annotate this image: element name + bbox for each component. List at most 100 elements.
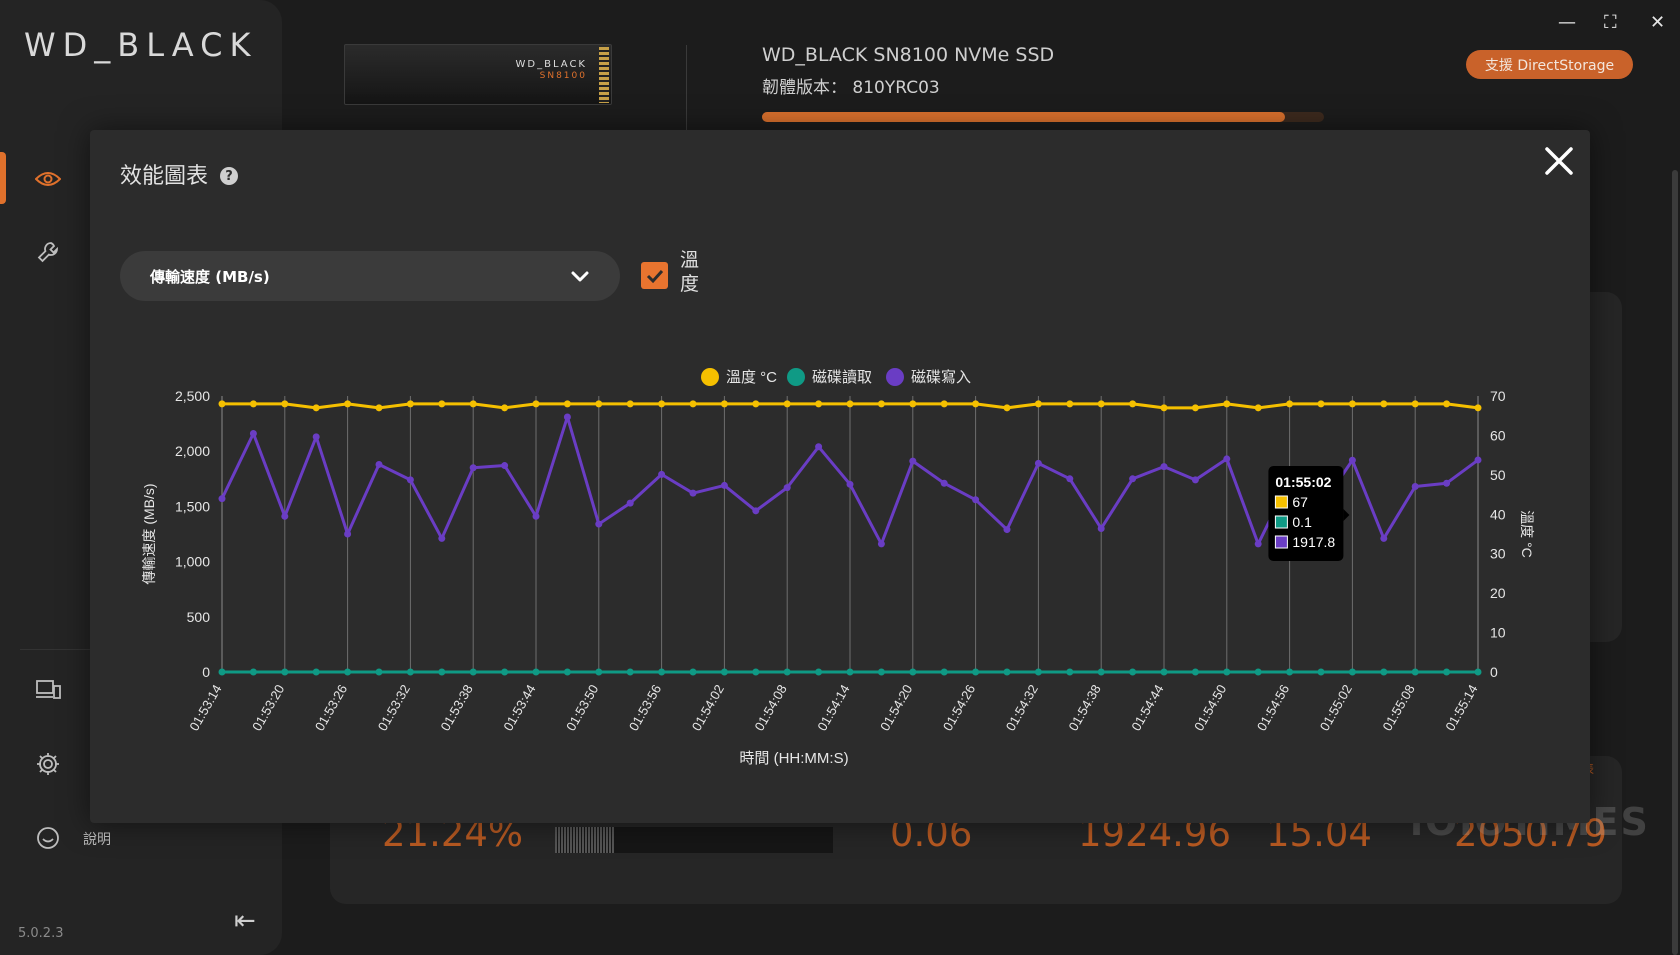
x-tick-label: 01:53:26	[312, 682, 350, 733]
ssd-image-model: SN8100	[539, 71, 587, 81]
data-point	[375, 460, 383, 468]
scrollbar[interactable]	[1672, 170, 1678, 955]
y2-tick-label: 40	[1490, 506, 1506, 522]
data-point	[1066, 668, 1074, 676]
data-point	[689, 489, 697, 497]
gear-icon[interactable]	[34, 750, 62, 778]
data-point	[846, 480, 854, 488]
header-divider	[686, 45, 687, 130]
data-point	[972, 668, 980, 676]
data-point	[940, 400, 948, 408]
x-tick-label: 01:53:56	[626, 682, 664, 733]
directstorage-badge[interactable]: 支援 DirectStorage	[1466, 50, 1633, 79]
data-point	[1254, 404, 1262, 412]
data-point	[218, 400, 226, 408]
tooltip-swatch	[1274, 515, 1288, 529]
data-point	[312, 404, 320, 412]
data-point	[689, 400, 697, 408]
data-point	[469, 668, 477, 676]
x-tick-label: 01:54:02	[689, 682, 727, 733]
data-point	[1223, 400, 1231, 408]
x-tick-label: 01:54:32	[1003, 682, 1041, 733]
data-point	[1317, 400, 1325, 408]
data-point	[1191, 668, 1199, 676]
data-point	[846, 400, 854, 408]
window-close-button[interactable]: ✕	[1650, 12, 1666, 33]
y-tick-label: 1,000	[175, 554, 210, 570]
x-tick-label: 01:54:38	[1066, 682, 1104, 733]
maximize-button[interactable]: ⛶	[1604, 12, 1617, 33]
data-point	[752, 668, 760, 676]
data-point	[1160, 404, 1168, 412]
metric-select[interactable]: 傳輸速度 (MB/s)	[120, 251, 620, 301]
x-tick-label: 01:55:02	[1317, 682, 1355, 733]
legend-label: 溫度 °C	[726, 369, 777, 386]
wrench-icon[interactable]	[34, 238, 62, 266]
data-point	[469, 400, 477, 408]
help-chat-icon[interactable]	[34, 824, 62, 852]
app-version: 5.0.2.3	[18, 926, 64, 941]
data-point	[658, 668, 666, 676]
tooltip-value: 1917.8	[1292, 534, 1335, 550]
ssd-product-image: WD_BLACK SN8100	[344, 44, 612, 105]
question-icon[interactable]: ?	[220, 167, 238, 185]
data-point	[1003, 526, 1011, 534]
y2-tick-label: 30	[1490, 546, 1506, 562]
x-tick-label: 01:55:14	[1442, 682, 1480, 733]
x-tick-label: 01:54:20	[877, 682, 915, 733]
data-point	[1348, 456, 1356, 464]
temperature-checkbox-label[interactable]: 溫度	[680, 249, 700, 295]
x-tick-label: 01:53:50	[563, 682, 601, 733]
data-point	[501, 462, 509, 470]
data-point	[1474, 404, 1482, 412]
data-point	[1474, 668, 1482, 676]
data-point	[595, 668, 603, 676]
temperature-checkbox[interactable]	[641, 262, 668, 289]
x-tick-label: 01:54:08	[752, 682, 790, 733]
data-point	[972, 400, 980, 408]
collapse-sidebar-icon[interactable]: ⇤	[234, 906, 256, 936]
data-point	[1286, 668, 1294, 676]
sidebar-item-help-label[interactable]: 說明	[83, 832, 111, 848]
data-point	[940, 668, 948, 676]
firmware-version: 韌體版本： 810YRC03	[762, 78, 940, 98]
legend-label: 磁碟讀取	[812, 369, 872, 386]
minimize-button[interactable]: —	[1558, 12, 1576, 33]
data-point	[1254, 540, 1262, 548]
y-tick-label: 1,500	[175, 498, 210, 514]
data-point	[595, 400, 603, 408]
data-point	[406, 668, 414, 676]
data-point	[1317, 668, 1325, 676]
data-point	[846, 668, 854, 676]
data-point	[1191, 476, 1199, 484]
tooltip-swatch	[1274, 495, 1288, 509]
data-point	[783, 400, 791, 408]
modal-close-button[interactable]	[1542, 144, 1576, 178]
tooltip-value: 0.1	[1292, 514, 1312, 530]
data-point	[344, 668, 352, 676]
data-point	[1034, 400, 1042, 408]
wd-black-logo: WD_BLACK	[24, 26, 258, 64]
x-tick-label: 01:53:38	[438, 682, 476, 733]
data-point	[1348, 668, 1356, 676]
data-point	[406, 400, 414, 408]
data-point	[469, 464, 477, 472]
data-point	[532, 512, 540, 520]
data-point	[249, 400, 257, 408]
legend-label: 磁碟寫入	[911, 368, 971, 386]
data-point	[1443, 479, 1451, 487]
data-point	[1380, 534, 1388, 542]
data-point	[563, 668, 571, 676]
x-tick-label: 01:54:14	[814, 682, 852, 733]
data-point	[815, 443, 823, 451]
y2-tick-label: 70	[1490, 388, 1506, 404]
data-point	[752, 400, 760, 408]
eye-icon[interactable]	[34, 165, 62, 193]
data-point	[501, 404, 509, 412]
data-point	[720, 481, 728, 489]
devices-icon[interactable]	[34, 676, 62, 704]
data-point	[1129, 475, 1137, 483]
y-tick-label: 2,000	[175, 443, 210, 459]
stat-meter-fill	[555, 827, 615, 853]
sidebar-active-indicator	[0, 152, 6, 204]
